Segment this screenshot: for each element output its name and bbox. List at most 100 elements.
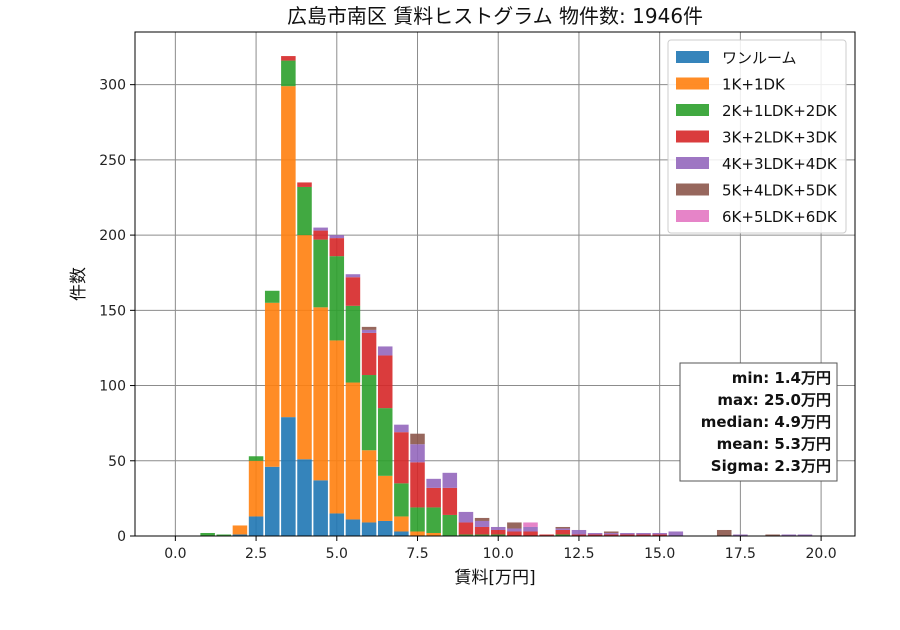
histogram-bar <box>652 534 667 536</box>
histogram-bar <box>232 534 248 536</box>
histogram-bar <box>377 520 393 536</box>
histogram-bar <box>733 534 748 536</box>
histogram-bar <box>410 531 425 536</box>
histogram-bar <box>377 475 393 521</box>
histogram-bar <box>313 307 328 481</box>
y-tick-label: 150 <box>99 303 126 319</box>
x-tick-label: 17.5 <box>725 546 756 562</box>
histogram-bar <box>490 526 506 530</box>
histogram-bar <box>313 230 328 240</box>
histogram-bar <box>490 534 506 536</box>
histogram-bar <box>603 532 619 535</box>
stats-line: median: 4.9万円 <box>701 413 831 431</box>
histogram-bar <box>555 534 571 536</box>
histogram-bar <box>313 239 328 308</box>
histogram-bar <box>571 534 587 536</box>
histogram-bar <box>507 528 522 532</box>
histogram-bar <box>668 531 684 536</box>
histogram-bar <box>345 519 361 536</box>
histogram-bar <box>458 511 474 523</box>
histogram-bar <box>361 450 377 523</box>
histogram-bar <box>507 522 522 529</box>
histogram-bar <box>442 514 458 536</box>
x-tick-label: 10.0 <box>483 546 514 562</box>
histogram-bar <box>361 522 377 536</box>
histogram-bar <box>410 444 425 463</box>
y-tick-label: 300 <box>99 78 126 94</box>
y-tick-label: 50 <box>108 454 126 470</box>
histogram-bar <box>555 528 571 530</box>
histogram-bar <box>313 227 328 231</box>
histogram-bar <box>765 534 780 536</box>
histogram-bar <box>410 433 425 445</box>
histogram-bar <box>523 531 538 536</box>
histogram-bar <box>458 534 474 536</box>
histogram-bar <box>410 507 425 532</box>
histogram-bar <box>329 256 345 341</box>
histogram-bar <box>394 483 409 517</box>
histogram-bar <box>426 507 441 533</box>
histogram-bar <box>587 532 603 535</box>
histogram-bar <box>474 517 490 521</box>
histogram-bar <box>394 531 409 536</box>
histogram-bar <box>361 326 377 330</box>
histogram-bar <box>797 534 813 536</box>
histogram-bar <box>281 60 296 87</box>
legend-label: 4K+3LDK+4DK <box>722 155 838 173</box>
legend-swatch <box>676 183 709 196</box>
histogram-bar <box>345 305 361 383</box>
stats-line: mean: 5.3万円 <box>717 435 831 453</box>
histogram-bar <box>394 424 409 433</box>
histogram-bar <box>555 529 571 535</box>
histogram-bar <box>555 526 571 529</box>
legend-label: ワンルーム <box>722 49 797 67</box>
x-axis-ticks: 0.0 2.5 5.0 7.5 10.0 12.5 15.0 17.5 20.0 <box>164 536 837 562</box>
x-tick-label: 0.0 <box>164 546 186 562</box>
histogram-bar <box>636 532 651 535</box>
histogram-bar <box>410 462 425 508</box>
legend-swatch <box>676 51 709 63</box>
histogram-bar <box>329 235 345 239</box>
histogram-bar <box>490 529 506 535</box>
x-axis-label: 賃料[万円] <box>454 568 535 588</box>
histogram-bar <box>345 382 361 520</box>
histogram-bar <box>426 487 441 508</box>
x-tick-label: 5.0 <box>326 546 348 562</box>
histogram-bar <box>248 456 264 461</box>
legend-label: 5K+4LDK+5DK <box>722 182 838 200</box>
x-tick-label: 12.5 <box>563 546 594 562</box>
x-tick-label: 7.5 <box>406 546 428 562</box>
histogram-bar <box>297 459 312 536</box>
histogram-bar <box>264 290 280 303</box>
histogram-bar <box>474 534 490 536</box>
histogram-bar <box>507 531 522 536</box>
histogram-bar <box>442 472 458 488</box>
y-tick-label: 100 <box>99 379 126 395</box>
y-axis-ticks: 0 50 100 150 200 250 300 <box>99 78 135 545</box>
y-tick-label: 250 <box>99 153 126 169</box>
histogram-bar <box>297 186 312 236</box>
histogram-bar <box>200 532 215 536</box>
legend-box <box>667 39 847 234</box>
stats-frame <box>679 362 838 482</box>
histogram-bar <box>426 478 441 488</box>
legend-swatch <box>676 130 709 143</box>
x-tick-label: 20.0 <box>806 546 837 562</box>
histogram-bar <box>345 277 361 306</box>
histogram-bar <box>264 466 280 536</box>
histogram-bar <box>442 487 458 515</box>
histogram-bar <box>361 329 377 333</box>
histogram-bar <box>216 534 232 536</box>
stats-line: max: 25.0万円 <box>717 391 831 409</box>
legend-label: 6K+5LDK+6DK <box>722 208 838 226</box>
legend-swatch <box>676 77 709 90</box>
x-tick-label: 15.0 <box>644 546 675 562</box>
histogram-bar <box>377 346 393 356</box>
histogram-bar <box>361 332 377 376</box>
histogram-bar <box>297 182 312 187</box>
histogram-bar <box>297 235 312 460</box>
y-axis-label: 件数 <box>69 267 89 301</box>
histogram-bar <box>281 417 296 536</box>
histogram-bar <box>781 534 797 536</box>
